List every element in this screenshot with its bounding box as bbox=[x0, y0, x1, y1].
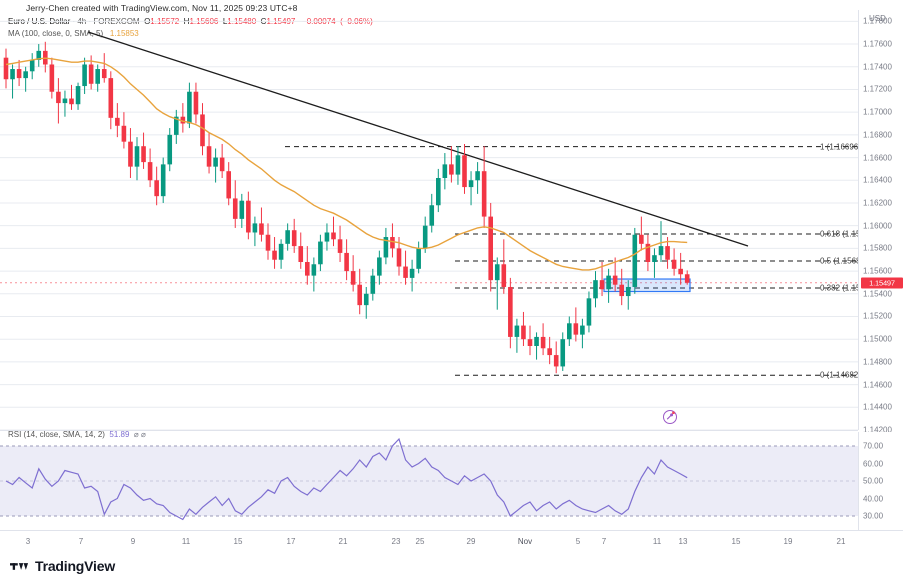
fib-label-0: 0 (1.14682) bbox=[820, 370, 861, 380]
price-axis-label: 1.14200 bbox=[863, 425, 892, 435]
ma-legend-label: MA (100, close, 0, SMA, 5) bbox=[8, 28, 104, 38]
rsi-axis[interactable]: 70.00 60.00 50.00 40.00 30.00 bbox=[858, 432, 903, 530]
fib-label-0-618: 0.618 (1.15927) bbox=[820, 229, 877, 239]
price-axis-label: 1.17200 bbox=[863, 84, 892, 94]
time-axis-label: 9 bbox=[130, 537, 136, 546]
fib-label-0-5: 0.5 (1.15689) bbox=[820, 256, 868, 266]
price-axis-label: 1.14400 bbox=[863, 402, 892, 412]
price-axis-label: 1.14600 bbox=[863, 380, 892, 390]
time-axis-label: 25 bbox=[415, 537, 425, 546]
time-axis-label: 19 bbox=[783, 537, 793, 546]
time-axis-label: 5 bbox=[575, 537, 581, 546]
time-axis-label: 13 bbox=[678, 537, 688, 546]
ma-legend-value: 1.15853 bbox=[109, 28, 139, 38]
price-axis-label: 1.16000 bbox=[863, 221, 892, 231]
rsi-legend-row[interactable]: RSI (14, close, SMA, 14, 2) 51.89 ⌀ ⌀ bbox=[8, 429, 146, 441]
price-axis-label: 1.16600 bbox=[863, 153, 892, 163]
time-axis-label: 15 bbox=[731, 537, 741, 546]
time-axis-label: Nov bbox=[517, 537, 533, 546]
rsi-axis-label: 60.00 bbox=[863, 459, 884, 468]
time-axis-label: 29 bbox=[466, 537, 476, 546]
descending-trendline bbox=[87, 31, 749, 247]
time-axis-label: 7 bbox=[601, 537, 607, 546]
rsi-pane[interactable] bbox=[0, 432, 858, 530]
price-axis-label: 1.15400 bbox=[863, 289, 892, 299]
time-axis-label: 23 bbox=[391, 537, 401, 546]
time-axis-label: 7 bbox=[78, 537, 84, 546]
time-axis-label: 17 bbox=[286, 537, 296, 546]
footer: TradingView bbox=[0, 552, 903, 584]
time-axis-label: 11 bbox=[652, 537, 662, 546]
price-axis-label: 1.16200 bbox=[863, 198, 892, 208]
price-pane[interactable] bbox=[0, 10, 858, 430]
price-chart-svg bbox=[0, 20, 858, 430]
ma-legend-row[interactable]: MA (100, close, 0, SMA, 5) 1.15853 bbox=[8, 28, 373, 40]
price-axis-label: 1.17600 bbox=[863, 39, 892, 49]
price-axis-unit: USD bbox=[869, 14, 886, 23]
rsi-axis-label: 50.00 bbox=[863, 476, 884, 486]
attribution-text: Jerry-Chen created with TradingView.com,… bbox=[26, 3, 298, 13]
ma-line bbox=[5, 57, 688, 271]
price-axis-label: 1.15600 bbox=[863, 266, 892, 276]
rsi-axis-label: 40.00 bbox=[863, 494, 884, 503]
price-axis-label: 1.17800 bbox=[863, 16, 892, 26]
rsi-chart-svg bbox=[0, 437, 858, 521]
price-axis-label: 1.15200 bbox=[863, 311, 892, 321]
time-axis-label: 3 bbox=[25, 537, 31, 546]
rocket-badge[interactable] bbox=[663, 410, 677, 424]
time-axis-label: 21 bbox=[836, 537, 846, 546]
rsi-extra-1: ⌀ bbox=[133, 430, 139, 439]
rsi-legend[interactable]: RSI (14, close, SMA, 14, 2) 51.89 ⌀ ⌀ bbox=[8, 429, 146, 441]
fib-label-1: 1 (1.16696) bbox=[820, 142, 861, 152]
price-axis-label: 1.16800 bbox=[863, 130, 892, 140]
price-axis-label: 1.16400 bbox=[863, 175, 892, 185]
fib-label-0-382: 0.382 (1.15451) bbox=[820, 283, 877, 293]
price-axis-label: 1.17000 bbox=[863, 107, 892, 117]
rsi-axis-label: 30.00 bbox=[863, 511, 884, 521]
time-axis-label: 21 bbox=[338, 537, 348, 546]
time-axis-label: 11 bbox=[181, 537, 191, 546]
rsi-legend-value: 51.89 bbox=[109, 430, 130, 439]
rsi-extra-2: ⌀ bbox=[140, 430, 146, 439]
price-axis-label: 1.14800 bbox=[863, 357, 892, 367]
pane-separator bbox=[0, 430, 858, 431]
price-axis-label: 1.15800 bbox=[863, 243, 892, 253]
rsi-line bbox=[5, 437, 688, 521]
time-axis-label: 15 bbox=[233, 537, 243, 546]
current-price-badge: 1.15497 bbox=[861, 277, 903, 289]
tradingview-logo-text: TradingView bbox=[35, 558, 116, 574]
rsi-axis-label: 70.00 bbox=[863, 441, 884, 451]
price-axis-label: 1.17400 bbox=[863, 62, 892, 72]
tradingview-logo-icon bbox=[10, 562, 29, 570]
rsi-legend-label: RSI (14, close, SMA, 14, 2) bbox=[8, 430, 105, 439]
tradingview-logo[interactable]: TradingView bbox=[10, 558, 115, 574]
price-axis-label: 1.15000 bbox=[863, 334, 892, 344]
rocket-icon bbox=[666, 411, 675, 420]
price-axis[interactable]: USD 1.17800 1.17600 1.17400 1.17200 1.17000 1… bbox=[858, 10, 903, 435]
time-axis[interactable]: 3 7 9 11 15 17 21 23 25 29 Nov 5 7 11 13 15 19 21 bbox=[0, 530, 903, 552]
